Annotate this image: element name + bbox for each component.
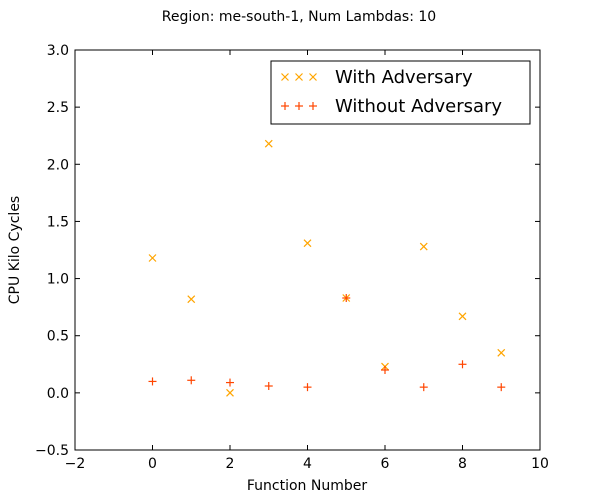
data-point-with-adversary: [303, 239, 312, 248]
data-point-with-adversary: [497, 348, 506, 357]
legend: With Adversary Without Adversary: [270, 60, 531, 125]
x-tick-label: −2: [65, 456, 86, 472]
data-point-without-adversary: [264, 382, 273, 390]
legend-label-without-adversary: Without Adversary: [335, 96, 502, 117]
x-tick-label: 0: [148, 456, 157, 472]
y-tick-label: −0.5: [35, 443, 69, 459]
data-point-without-adversary: [226, 378, 234, 387]
data-point-with-adversary: [264, 139, 273, 148]
legend-marker-with-adversary: [309, 73, 317, 81]
data-point-without-adversary: [342, 294, 351, 302]
legend-marker-with-adversary: [295, 73, 303, 81]
y-tick-label: 1.5: [47, 214, 69, 230]
x-axis: −2 0 2 4 6 8 10: [65, 50, 549, 472]
y-tick-label: 2.5: [47, 100, 69, 116]
legend-markers: [281, 73, 317, 110]
y-axis-label: CPU Kilo Cycles: [7, 196, 23, 304]
x-tick-label: 8: [458, 456, 467, 472]
y-tick-label: 2.0: [47, 157, 69, 173]
legend-marker-without-adversary: [281, 102, 289, 110]
x-tick-label: 10: [531, 456, 549, 472]
y-tick-label: 3.0: [47, 43, 69, 59]
data-point-with-adversary: [187, 295, 196, 304]
data-point-without-adversary: [187, 376, 196, 385]
y-tick-label: 0.0: [47, 386, 69, 402]
chart-title: Region: me-south-1, Num Lambdas: 10: [162, 9, 436, 25]
legend-marker-with-adversary: [281, 73, 289, 81]
data-point-without-adversary: [419, 383, 428, 392]
data-point-without-adversary: [303, 383, 312, 392]
x-tick-label: 2: [226, 456, 235, 472]
data-point-with-adversary: [419, 242, 428, 251]
data-points: [148, 139, 506, 397]
data-point-without-adversary: [381, 366, 389, 374]
legend-box: [270, 60, 531, 125]
y-tick-label: 0.5: [47, 329, 69, 345]
data-point-with-adversary: [226, 388, 234, 397]
data-point-with-adversary: [148, 254, 157, 262]
data-point-without-adversary: [148, 377, 157, 386]
data-point-with-adversary: [458, 312, 467, 321]
x-tick-label: 4: [303, 456, 312, 472]
y-axis: −0.5 0.0 0.5 1.0 1.5 2.0 2.5 3.0: [35, 43, 540, 459]
legend-marker-without-adversary: [309, 102, 317, 110]
data-point-without-adversary: [497, 383, 506, 392]
x-axis-label: Function Number: [247, 478, 367, 494]
data-point-without-adversary: [458, 360, 467, 369]
x-tick-label: 6: [381, 456, 390, 472]
legend-marker-without-adversary: [295, 102, 303, 110]
legend-label-with-adversary: With Adversary: [335, 67, 473, 88]
y-tick-label: 1.0: [47, 272, 69, 288]
